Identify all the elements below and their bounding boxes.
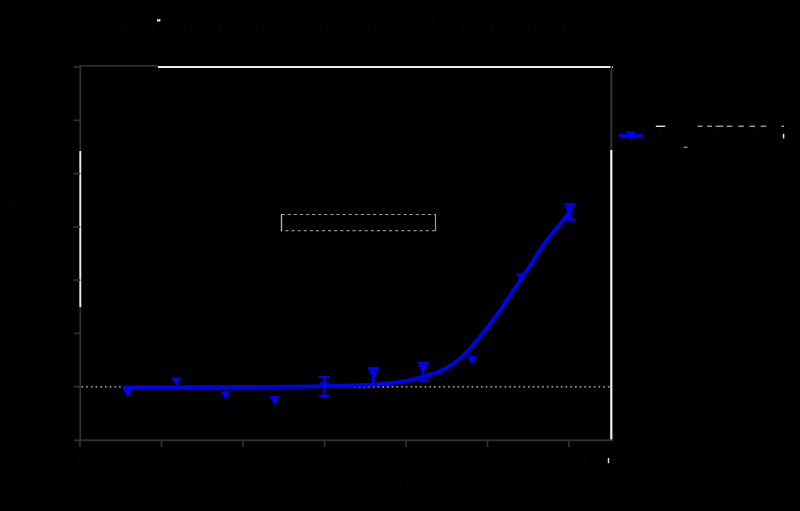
svg-text:200: 200 (42, 323, 72, 343)
svg-text:500: 500 (42, 164, 72, 184)
svg-text:400: 400 (42, 217, 72, 237)
svg-text:0.00001: 0.00001 (541, 451, 606, 471)
svg-text:0: 0 (62, 430, 72, 450)
svg-text:600: 600 (42, 110, 72, 130)
svg-text:0.0001: 0.0001 (52, 451, 107, 471)
svg-text:0.1: 0.1 (311, 451, 336, 471)
svg-text:10: 10 (477, 451, 497, 471)
svg-text:EC50 = 0.0000353 µM: EC50 = 0.0000353 µM (287, 215, 438, 232)
svg-text:0.001: 0.001 (138, 451, 183, 471)
svg-text:1: 1 (401, 451, 411, 471)
svg-text:100: 100 (42, 377, 72, 397)
svg-text:Dose-dependent induction of ta: Dose-dependent induction of target gene (104, 12, 575, 42)
svg-text:700: 700 (42, 57, 72, 77)
svg-text:Concentration (µM): Concentration (µM) (255, 469, 435, 492)
svg-text:300: 300 (42, 270, 72, 290)
svg-text:Drug response: Drug response (657, 125, 775, 145)
svg-text:Response (% of control): Response (% of control) (2, 167, 25, 392)
svg-text:0.01: 0.01 (225, 451, 260, 471)
